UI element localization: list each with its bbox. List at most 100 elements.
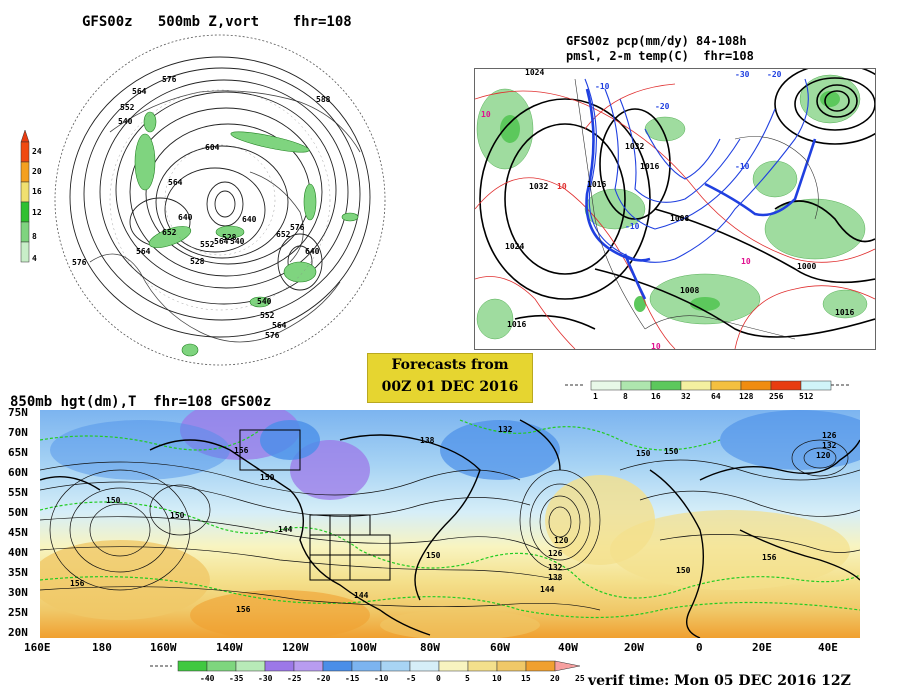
forecast-init-box: Forecasts from 00Z 01 DEC 2016	[367, 353, 533, 403]
lon-label: 20E	[752, 641, 772, 654]
colorbar-value: 1	[593, 392, 598, 401]
colorbar-value: 24	[32, 147, 42, 156]
lat-label: 70N	[8, 426, 28, 439]
lat-label: 35N	[8, 566, 28, 579]
lat-label: 45N	[8, 526, 28, 539]
lon-label: 160W	[150, 641, 177, 654]
map-850mb: 150 150 156 150 138 132 144 150 120 126 …	[40, 410, 860, 638]
contour-label: 652	[162, 228, 177, 237]
temp-label: 10	[651, 342, 661, 350]
pmsl-label: 1016	[640, 162, 659, 171]
lon-label: 60W	[490, 641, 510, 654]
colorbar-value: 25	[575, 674, 585, 683]
colorbar-value: -5	[406, 674, 416, 683]
lon-label: 120W	[282, 641, 309, 654]
hgt-label: 132	[548, 563, 563, 572]
pmsl-label: 1032	[625, 142, 644, 151]
lon-label: 140W	[216, 641, 243, 654]
lon-label: 80W	[420, 641, 440, 654]
colorbar-value: 0	[436, 674, 441, 683]
pmsl-label: 1016	[835, 308, 854, 317]
hgt-label: 156	[236, 605, 251, 614]
contour-label: 640	[242, 215, 257, 224]
contour-label: 564	[136, 247, 151, 256]
contour-label: 652	[276, 230, 291, 239]
colorbar-value: 12	[32, 208, 42, 217]
temp-colorbar: -40 -35 -30 -25 -20 -15 -10 -5 0 5 10 15…	[150, 660, 590, 686]
panel-pcp-title-2: pmsl, 2-m temp(C) fhr=108	[566, 49, 754, 63]
hgt-label: 144	[540, 585, 555, 594]
contour-label: 564	[132, 87, 147, 96]
colorbar-value: 15	[521, 674, 531, 683]
temp-label: 10	[557, 182, 567, 191]
lat-label: 25N	[8, 606, 28, 619]
contour-label: 528	[190, 257, 205, 266]
hgt-label: 120	[816, 451, 831, 460]
lat-label: 40N	[8, 546, 28, 559]
hgt-label: 132	[498, 425, 513, 434]
lon-label: 100W	[350, 641, 377, 654]
hgt-label: 150	[106, 496, 121, 505]
panel-500mb-title: GFS00z 500mb Z,vort fhr=108	[82, 14, 352, 30]
contour-label: 552	[200, 240, 215, 249]
contour-label: 564	[214, 237, 229, 246]
colorbar-value: 20	[32, 167, 42, 176]
pmsl-label: 1032	[529, 182, 548, 191]
hgt-label: 150	[426, 551, 441, 560]
lon-axis: 160E 180 160W 140W 120W 100W 80W 60W 40W…	[20, 641, 880, 655]
lat-label: 65N	[8, 446, 28, 459]
lat-label: 30N	[8, 586, 28, 599]
contour-label: 540	[118, 117, 133, 126]
contour-label: 552	[120, 103, 135, 112]
contour-label: 564	[168, 178, 183, 187]
contour-label: 576	[72, 258, 87, 267]
contour-label: 564	[272, 321, 287, 330]
contour-label: 588	[316, 95, 331, 104]
lat-label: 60N	[8, 466, 28, 479]
hgt-label: 126	[548, 549, 563, 558]
lon-label: 40W	[558, 641, 578, 654]
hgt-label: 150	[170, 511, 185, 520]
contour-label: 540	[257, 297, 272, 306]
hgt-label: 138	[420, 436, 435, 445]
forecast-line-2: 00Z 01 DEC 2016	[381, 379, 519, 395]
pmsl-label: 1024	[525, 68, 544, 77]
temp-label: 10	[741, 257, 751, 266]
hgt-label: 126	[822, 431, 837, 440]
contour-label: 576	[162, 75, 177, 84]
lat-label: 20N	[8, 626, 28, 639]
lon-label: 160E	[24, 641, 51, 654]
vort-colorbar: 24 20 16 12 8 4	[18, 130, 48, 265]
temp-label: -30	[735, 70, 750, 79]
hgt-label: 150	[664, 447, 679, 456]
pmsl-label: 1016	[587, 180, 606, 189]
colorbar-value: 256	[769, 392, 784, 401]
colorbar-value: -10	[374, 674, 389, 683]
pmsl-label: 1024	[505, 242, 524, 251]
contour-label: 576	[290, 223, 305, 232]
temp-label: -20	[767, 70, 782, 79]
contour-label: 552	[260, 311, 275, 320]
lon-label: 0	[696, 641, 703, 654]
colorbar-value: 128	[739, 392, 754, 401]
colorbar-value: 5	[465, 674, 470, 683]
pmsl-label: 1000	[797, 262, 816, 271]
hgt-label: 132	[822, 441, 837, 450]
colorbar-value: -15	[345, 674, 360, 683]
hgt-label: 156	[234, 446, 249, 455]
colorbar-value: 4	[32, 254, 37, 263]
colorbar-value: -20	[316, 674, 331, 683]
lon-label: 180	[92, 641, 112, 654]
hgt-label: 156	[70, 579, 85, 588]
hgt-label: 150	[260, 473, 275, 482]
hgt-label: 138	[548, 573, 563, 582]
pmsl-label: 1008	[680, 286, 699, 295]
hgt-label: 150	[636, 449, 651, 458]
temp-label: -10	[595, 82, 610, 91]
contour-label: 528	[222, 233, 237, 242]
hgt-label: 156	[762, 553, 777, 562]
lat-label: 50N	[8, 506, 28, 519]
colorbar-value: 16	[651, 392, 661, 401]
temp-label: -10	[735, 162, 750, 171]
panel-pcp-title-1: GFS00z pcp(mm/dy) 84-108h	[566, 34, 747, 48]
